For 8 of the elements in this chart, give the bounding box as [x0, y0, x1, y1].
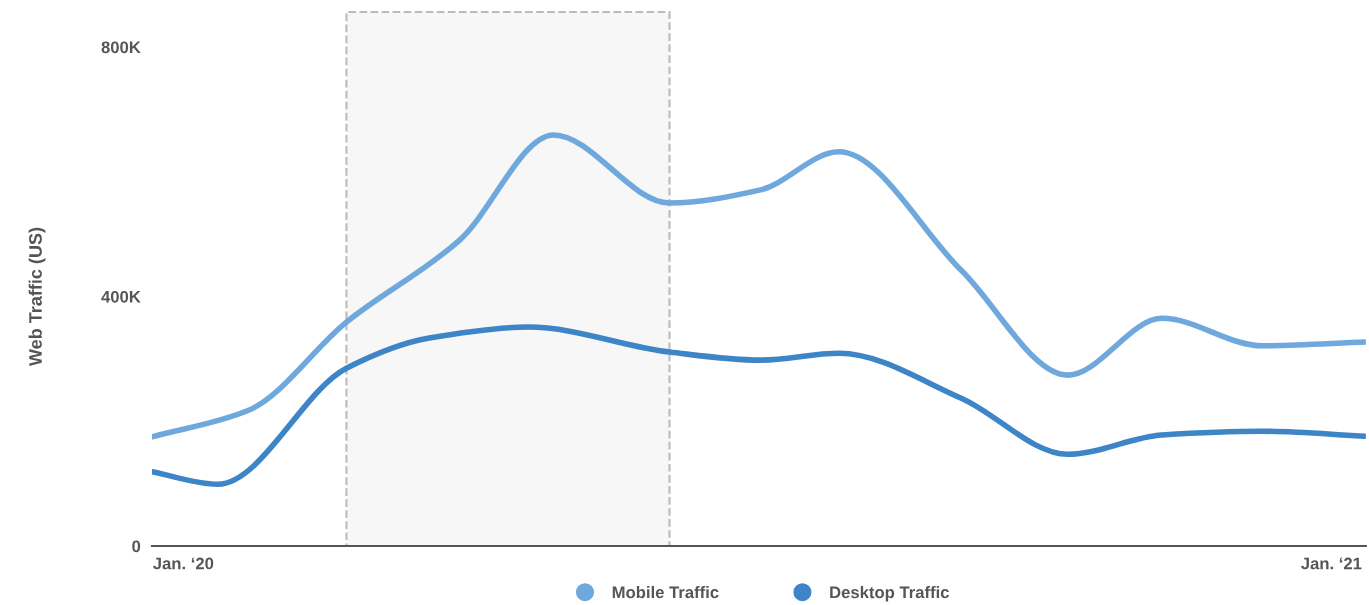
x-tick-label: Jan. ‘20: [153, 557, 214, 570]
y-tick-label: 800K: [101, 41, 141, 54]
y-tick-label: 0: [132, 540, 141, 553]
legend-label: Mobile Traffic: [612, 585, 719, 599]
x-tick-label: Jan. ‘21: [1301, 557, 1362, 570]
y-axis-title: Web Traffic (US): [28, 227, 46, 367]
legend-label: Desktop Traffic: [830, 585, 949, 602]
y-tick-label: 400K: [101, 290, 141, 303]
